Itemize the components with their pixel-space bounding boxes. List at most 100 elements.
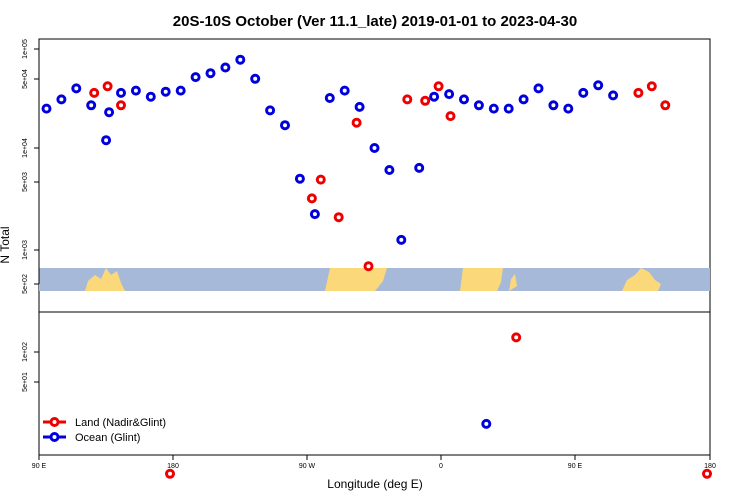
ocean-point-19 xyxy=(309,209,320,220)
legend-label-land: Land (Nadir&Glint) xyxy=(75,417,166,429)
upper-panel: 1e+05 5e+04 1e+04 5e+03 1e+03 5e+02 xyxy=(0,38,711,313)
y-tick-1e5: 1e+05 xyxy=(22,39,39,59)
y-axis-title: N Total xyxy=(0,226,12,263)
lower-panel: 1e+02 5e+01 Land (Nadir&Glint) Ocean (Gl… xyxy=(22,311,712,479)
land-madagascar xyxy=(509,274,517,291)
y-tick-5e4: 5e+04 xyxy=(22,69,39,89)
x-tick-label: 90 E xyxy=(568,463,583,470)
upper-data-points xyxy=(41,54,671,272)
ocean-point-27 xyxy=(429,91,440,102)
legend-item-ocean: Ocean (Glint) xyxy=(43,432,140,444)
ocean-point-12 xyxy=(205,68,216,79)
land-point-3 xyxy=(306,193,317,204)
land-point-7 xyxy=(363,261,374,272)
land-point-9 xyxy=(420,95,431,106)
y-axis-upper: 1e+05 5e+04 1e+04 5e+03 1e+03 5e+02 xyxy=(22,39,40,294)
ocean-point-8 xyxy=(145,91,156,102)
land-australia-west xyxy=(85,268,125,291)
x-tick-0: 0 xyxy=(439,455,443,470)
ocean-point-5 xyxy=(104,107,115,118)
ocean-point-32 xyxy=(503,103,514,114)
land-point-10 xyxy=(433,81,444,92)
ocean-point-17 xyxy=(280,120,290,131)
ocean-point-39 xyxy=(608,90,619,101)
land-point-2 xyxy=(116,100,126,111)
ocean-point-36 xyxy=(563,103,574,114)
legend: Land (Nadir&Glint) Ocean (Glint) xyxy=(43,417,166,444)
ocean-lower-point-0 xyxy=(481,418,492,429)
ocean-point-9 xyxy=(160,86,171,97)
land-australia-east xyxy=(622,268,661,291)
land-point-5 xyxy=(333,212,344,223)
ocean-point-7 xyxy=(130,85,141,96)
x-tick-label: 90 W xyxy=(299,463,316,470)
ocean-point-20 xyxy=(324,93,335,103)
x-tick-label: 0 xyxy=(439,463,443,470)
ocean-point-21 xyxy=(339,85,350,96)
ocean-point-33 xyxy=(518,94,529,105)
land-point-1 xyxy=(102,81,113,92)
y-tick-label: 5e+04 xyxy=(22,69,29,89)
y-tick-label: 5e+02 xyxy=(22,274,29,294)
ocean-point-31 xyxy=(488,103,499,114)
land-point-12 xyxy=(633,87,644,98)
ocean-point-18 xyxy=(294,173,305,184)
chart-title: 20S-10S October (Ver 11.1_late) 2019-01-… xyxy=(173,13,577,30)
ocean-point-10 xyxy=(175,85,186,96)
ocean-point-29 xyxy=(459,94,469,105)
ocean-point-1 xyxy=(56,94,67,105)
ocean-point-3 xyxy=(86,100,97,111)
land-africa xyxy=(460,268,503,291)
ocean-point-37 xyxy=(578,87,589,98)
land-point-13 xyxy=(646,81,657,92)
x-axis: 90 E 180 90 W 0 90 E 180 Longitude (deg … xyxy=(32,454,716,491)
y-tick-label: 1e+04 xyxy=(22,138,29,158)
x-tick-90e: 90 E xyxy=(32,455,47,470)
y-tick-1e2: 1e+02 xyxy=(22,342,39,362)
land-lower-point-2 xyxy=(702,468,712,479)
ocean-point-22 xyxy=(354,101,365,112)
legend-item-land: Land (Nadir&Glint) xyxy=(43,417,166,429)
x-tick-180-2: 180 xyxy=(704,455,716,470)
y-tick-label: 1e+03 xyxy=(22,240,29,260)
x-axis-title: Longitude (deg E) xyxy=(327,477,422,491)
land-point-11 xyxy=(445,111,456,122)
x-tick-label: 180 xyxy=(167,463,179,470)
ocean-point-24 xyxy=(384,165,395,175)
x-tick-90w: 90 W xyxy=(299,455,316,470)
y-tick-1e4: 1e+04 xyxy=(22,138,39,158)
land-point-14 xyxy=(660,100,671,111)
ocean-point-34 xyxy=(533,83,544,94)
land-lower-point-0 xyxy=(165,468,175,479)
legend-marker-ocean xyxy=(49,432,60,442)
x-tick-90e-2: 90 E xyxy=(568,455,583,470)
land-point-8 xyxy=(402,94,413,105)
y-tick-label: 5e+03 xyxy=(22,172,29,192)
land-point-4 xyxy=(315,174,326,185)
ocean-point-25 xyxy=(396,234,407,245)
y-tick-5e3: 5e+03 xyxy=(22,172,39,192)
ocean-point-4 xyxy=(101,135,112,146)
ocean-point-35 xyxy=(548,100,559,111)
y-tick-5e1: 5e+01 xyxy=(22,372,39,392)
x-tick-180: 180 xyxy=(167,455,179,470)
y-tick-1e3: 1e+03 xyxy=(22,240,39,260)
ocean-point-38 xyxy=(593,80,604,91)
ocean-point-16 xyxy=(265,105,276,116)
land-lower-point-1 xyxy=(511,332,522,343)
ocean-point-0 xyxy=(41,103,52,114)
y-tick-label: 5e+01 xyxy=(22,372,29,392)
y-axis-lower: 1e+02 5e+01 xyxy=(22,342,40,392)
ocean-point-28 xyxy=(444,89,455,100)
ocean-point-15 xyxy=(250,73,261,84)
legend-marker-land xyxy=(49,417,60,427)
land-point-6 xyxy=(351,117,362,128)
ocean-point-13 xyxy=(220,62,231,73)
y-tick-label: 1e+02 xyxy=(22,342,29,362)
ocean-point-30 xyxy=(473,100,484,111)
y-tick-label: 1e+05 xyxy=(22,39,29,59)
land-sea-band xyxy=(39,268,710,291)
land-point-0 xyxy=(89,87,100,98)
legend-label-ocean: Ocean (Glint) xyxy=(75,432,140,444)
